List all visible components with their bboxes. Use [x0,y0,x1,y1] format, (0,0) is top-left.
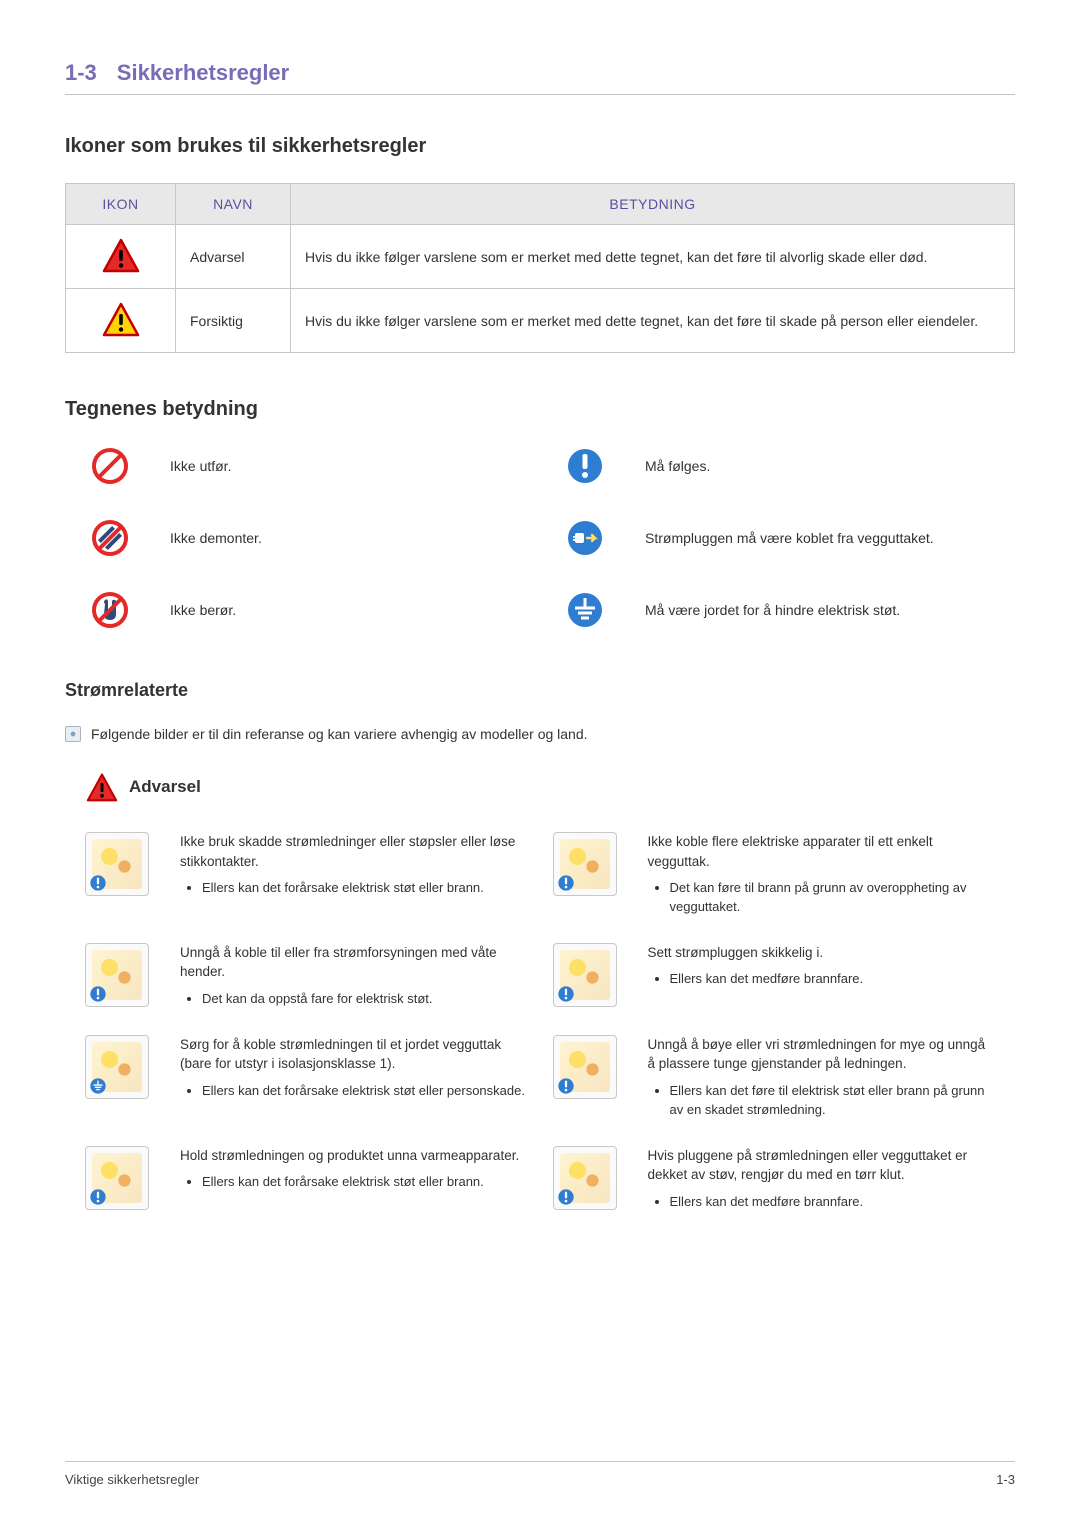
icon-table: IKON NAVN BETYDNING Advarsel Hvis du ikk… [65,183,1015,353]
symbol-label: Ikke berør. [170,602,525,618]
note-text: Følgende bilder er til din referanse og … [91,726,588,742]
warning-text: Sørg for å koble strømledningen til et j… [180,1035,528,1124]
th-icon: IKON [66,184,176,225]
page-footer: Viktige sikkerhetsregler 1-3 [65,1461,1015,1487]
warning-heading: Advarsel [85,772,1015,802]
row-meaning: Hvis du ikke følger varslene som er merk… [291,225,1015,289]
warning-text: Ikke koble flere elektriske apparater ti… [648,832,996,921]
warning-text: Sett strømpluggen skikkelig i. Ellers ka… [648,943,996,1013]
warning-text: Unngå å koble til eller fra strømforsyni… [180,943,528,1013]
section-title: 1-3 Sikkerhetsregler [65,60,1015,95]
unplug-icon [565,518,605,558]
row-meaning: Hvis du ikke følger varslene som er merk… [291,289,1015,353]
symbol-label: Må være jordet for å hindre elektrisk st… [645,602,1000,618]
footer-left: Viktige sikkerhetsregler [65,1472,199,1487]
warning-thumb [553,943,617,1007]
warning-icon [101,237,141,273]
caution-icon [101,301,141,337]
must-icon [557,1188,575,1206]
must-icon [557,874,575,892]
warning-thumb [85,1035,149,1099]
section-name: Sikkerhetsregler [117,60,289,85]
warning-thumb [553,832,617,896]
warning-heading-label: Advarsel [129,777,201,797]
no-disassemble-icon [90,518,130,558]
warning-text: Unngå å bøye eller vri strømledningen fo… [648,1035,996,1124]
ground-icon [565,590,605,630]
warning-text: Ikke bruk skadde strømledninger eller st… [180,832,528,921]
warning-thumb [85,1146,149,1210]
subsection-title-symbols: Tegnenes betydning [65,398,1015,421]
table-row: Advarsel Hvis du ikke følger varslene so… [66,225,1015,289]
no-touch-icon [90,590,130,630]
symbol-grid: Ikke utfør. Må følges. Ikke demonter. St… [65,446,1015,630]
prohibit-icon [90,446,130,486]
must-icon [557,985,575,1003]
symbol-label: Ikke utfør. [170,458,525,474]
must-icon [565,446,605,486]
warning-text: Hvis pluggene på strømledningen eller ve… [648,1146,996,1216]
note-icon [65,726,81,742]
warning-text: Hold strømledningen og produktet unna va… [180,1146,528,1216]
ground-icon [89,1077,107,1095]
must-icon [89,1188,107,1206]
must-icon [557,1077,575,1095]
row-name: Advarsel [176,225,291,289]
note-row: Følgende bilder er til din referanse og … [65,726,1015,742]
subsection-title-power: Strømrelaterte [65,680,1015,701]
warning-thumb [85,832,149,896]
warning-thumb [553,1035,617,1099]
th-meaning: BETYDNING [291,184,1015,225]
warning-thumb [85,943,149,1007]
symbol-label: Må følges. [645,458,1000,474]
symbol-label: Strømpluggen må være koblet fra veggutta… [645,530,1000,546]
warning-thumb [553,1146,617,1210]
row-name: Forsiktig [176,289,291,353]
symbol-label: Ikke demonter. [170,530,525,546]
section-number: 1-3 [65,60,97,85]
subsection-title-icons: Ikoner som brukes til sikkerhetsregler [65,135,1015,158]
warning-grid: Ikke bruk skadde strømledninger eller st… [65,832,1015,1216]
must-icon [89,985,107,1003]
warning-icon [85,772,119,802]
must-icon [89,874,107,892]
footer-right: 1-3 [996,1472,1015,1487]
table-row: Forsiktig Hvis du ikke følger varslene s… [66,289,1015,353]
th-name: NAVN [176,184,291,225]
